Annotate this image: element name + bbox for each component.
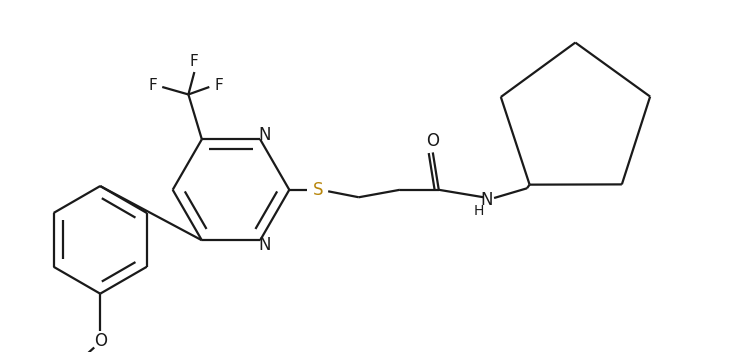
Text: S: S [313, 181, 323, 199]
Text: O: O [426, 132, 439, 150]
Text: F: F [190, 54, 198, 69]
Text: O: O [94, 332, 107, 350]
Text: N: N [258, 236, 271, 254]
Text: F: F [148, 78, 157, 93]
Text: N: N [258, 126, 271, 144]
Text: H: H [474, 204, 484, 218]
Text: N: N [480, 191, 493, 209]
Text: F: F [215, 78, 223, 93]
